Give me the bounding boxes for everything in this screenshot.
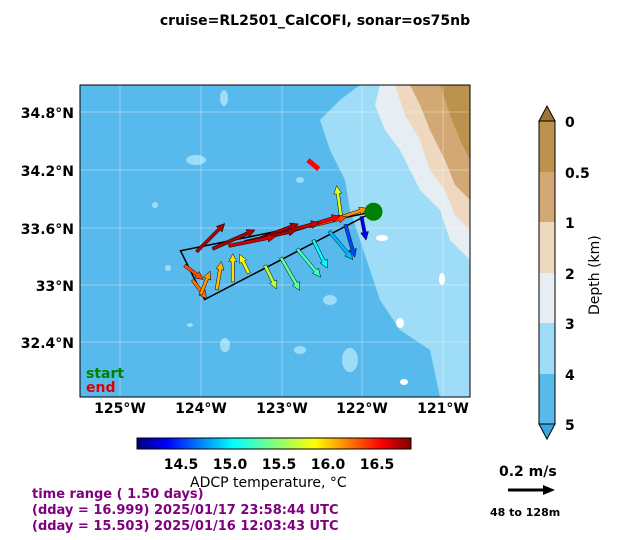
map-frame: [79, 84, 471, 398]
time-end-text: (dday = 16.999) 2025/01/17 23:58:44 UTC: [32, 503, 339, 518]
velocity-arrow: [327, 229, 354, 260]
seamounts: [152, 90, 358, 372]
end-marker: [306, 158, 321, 172]
scale-arrow: [508, 485, 555, 495]
velocity-arrow: [343, 223, 357, 258]
lon-tick-label: 122°W: [336, 401, 388, 417]
temperature-colorbar: 14.5 15.0 15.5 16.0 16.5: [136, 437, 412, 473]
velocity-arrow: [239, 253, 251, 275]
time-range-text: time range ( 1.50 days): [32, 487, 204, 502]
lon-tick-label: 124°W: [175, 401, 227, 417]
start-label: start: [86, 366, 125, 382]
velocity-arrow: [228, 233, 277, 248]
temperature-gradient: [136, 437, 412, 450]
depth-band: [539, 121, 555, 172]
lat-axis: 34.8°N 34.2°N 33.6°N 33°N 32.4°N: [21, 106, 74, 352]
temp-tick-label: 16.0: [311, 457, 346, 473]
land-high: [440, 85, 470, 160]
end-label: end: [86, 380, 116, 396]
temp-tick-label: 16.5: [360, 457, 395, 473]
velocity-arrow: [198, 270, 212, 296]
lat-tick-label: 33.6°N: [21, 222, 74, 238]
lon-tick-label: 123°W: [256, 401, 308, 417]
temp-tick-label: 14.5: [164, 457, 199, 473]
velocity-arrow: [228, 253, 238, 283]
temp-tick-label: 15.5: [262, 457, 297, 473]
velocity-arrow: [279, 256, 301, 291]
lon-tick-label: 125°W: [94, 401, 146, 417]
islands: [376, 235, 445, 385]
depth-band: [539, 222, 555, 273]
gridlines: [80, 85, 470, 397]
lat-tick-label: 34.2°N: [21, 164, 74, 180]
lon-tick-label: 121°W: [417, 401, 469, 417]
colorbar-top-extend: [538, 104, 556, 122]
scale-speed-label: 0.2 m/s: [499, 464, 557, 480]
figure-title: cruise=RL2501_CalCOFI, sonar=os75nb: [159, 13, 471, 29]
lat-tick-label: 33°N: [36, 279, 74, 295]
depth-band: [539, 172, 555, 222]
temp-tick-label: 15.0: [213, 457, 248, 473]
velocity-arrow: [214, 260, 225, 291]
depth-tick-label: 0: [565, 115, 575, 131]
depth-tick-label: 4: [565, 368, 575, 384]
velocity-arrow: [211, 229, 256, 251]
bathymetry-map: [80, 85, 470, 397]
velocity-arrow: [359, 216, 369, 241]
depth-tick-label: 3: [565, 317, 575, 333]
velocity-arrow: [263, 264, 277, 290]
depth-tick-label: 2: [565, 267, 575, 283]
start-marker: [364, 202, 383, 221]
velocity-arrow: [333, 185, 344, 220]
velocity-vectors: [183, 185, 369, 300]
depth-tick-label: 1: [565, 216, 575, 232]
depth-band: [539, 273, 555, 323]
temperature-colorbar-label: ADCP temperature, °C: [190, 475, 347, 491]
depth-tick-label: 5: [565, 418, 575, 434]
lat-tick-label: 34.8°N: [21, 106, 74, 122]
depth-tick-label: 0.5: [565, 166, 590, 182]
colorbar-bottom-extend: [538, 423, 556, 441]
velocity-arrow: [195, 223, 226, 254]
time-start-text: (dday = 15.503) 2025/01/16 12:03:43 UTC: [32, 519, 339, 534]
depth-band: [539, 374, 555, 424]
lat-tick-label: 32.4°N: [21, 336, 74, 352]
lon-axis: 125°W 124°W 123°W 122°W 121°W: [94, 401, 469, 417]
velocity-arrow: [295, 247, 321, 278]
depth-range-label: 48 to 128m: [490, 506, 561, 519]
velocity-arrow: [311, 238, 328, 269]
time-info: time range ( 1.50 days) (dday = 16.999) …: [32, 487, 339, 535]
depth-band: [539, 323, 555, 374]
depth-colorbar-label: Depth (km): [587, 235, 603, 315]
velocity-arrow: [183, 263, 204, 280]
depth-colorbar: 0 0.5 1 2 3 4 5: [538, 104, 590, 441]
